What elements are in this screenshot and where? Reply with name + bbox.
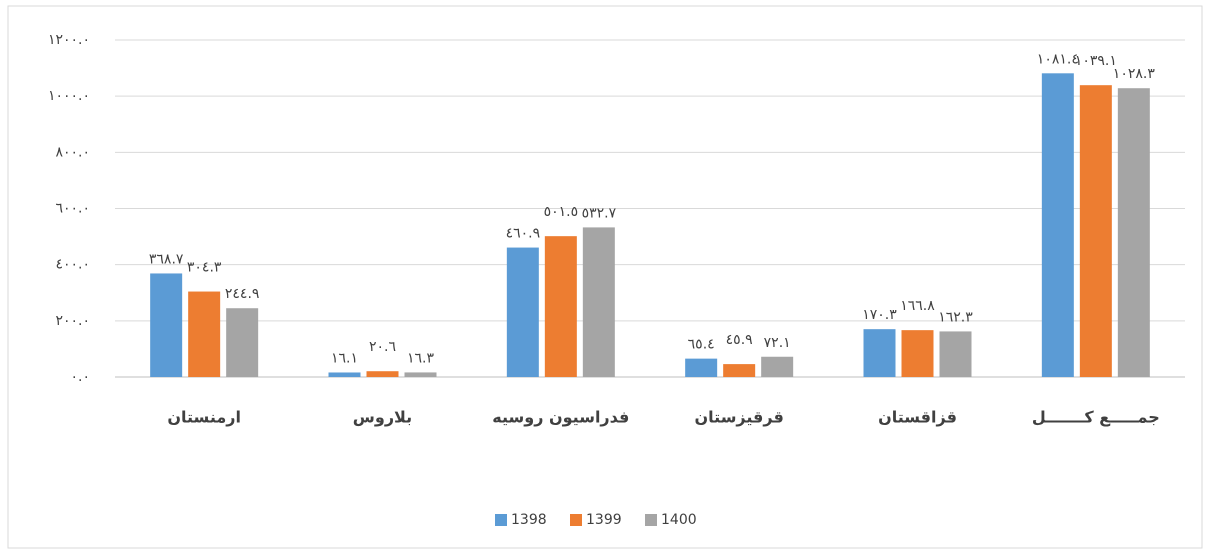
bar bbox=[150, 273, 183, 377]
bar bbox=[939, 331, 972, 377]
bar bbox=[685, 358, 718, 377]
value-label: ٥٣٢.٧ bbox=[582, 205, 617, 221]
y-tick-label: ٢٠٠.٠ bbox=[55, 313, 90, 329]
value-label: ٣٠٤.٣ bbox=[187, 260, 222, 276]
x-tick-label: بلاروس bbox=[353, 408, 412, 427]
value-label: ٢٤٤.٩ bbox=[225, 286, 260, 302]
legend-swatch bbox=[570, 514, 582, 526]
bar bbox=[863, 329, 896, 377]
bar bbox=[188, 291, 221, 377]
legend-label: 1400 bbox=[661, 512, 697, 528]
bar bbox=[506, 247, 539, 377]
x-tick-label: قرقیزستان bbox=[695, 408, 784, 427]
legend-swatch bbox=[645, 514, 657, 526]
y-tick-label: ١٠٠٠.٠ bbox=[48, 88, 90, 104]
value-label: ١٠٨١.٤ bbox=[1037, 51, 1079, 67]
y-tick-label: ٦٠٠.٠ bbox=[55, 201, 90, 217]
bar bbox=[723, 364, 756, 377]
value-label: ٧٢.١ bbox=[764, 335, 791, 351]
value-label: ٤٦٠.٩ bbox=[506, 226, 541, 242]
bar bbox=[544, 236, 577, 377]
bar bbox=[901, 330, 934, 377]
value-label: ٢٠.٦ bbox=[369, 339, 396, 355]
value-label: ٥٠١.٥ bbox=[544, 204, 579, 220]
value-label: ٣٦٨.٧ bbox=[149, 251, 184, 267]
x-tick-label: جمـــــع کـــــــل bbox=[1032, 408, 1160, 427]
bar bbox=[404, 372, 437, 377]
x-tick-label: فدراسیون روسیه bbox=[492, 408, 629, 427]
value-label: ١٠٢٨.٣ bbox=[1113, 66, 1156, 82]
value-label: ١٦٢.٣ bbox=[938, 309, 973, 325]
value-label: ١٠٣٩.١ bbox=[1075, 53, 1117, 69]
value-label: ٦٥.٤ bbox=[688, 337, 715, 353]
value-label: ١٦٦.٨ bbox=[900, 298, 935, 314]
value-label: ١٦.١ bbox=[331, 350, 358, 366]
value-label: ١٧٠.٣ bbox=[862, 307, 897, 323]
value-label: ٤٥.٩ bbox=[726, 332, 753, 348]
y-tick-label: ٨٠٠.٠ bbox=[55, 144, 90, 160]
bar bbox=[1117, 88, 1150, 377]
bar bbox=[582, 227, 615, 377]
x-tick-label: ارمنستان bbox=[167, 408, 241, 427]
value-label: ١٦.٣ bbox=[407, 350, 434, 366]
y-tick-label: ٠.٠ bbox=[71, 369, 91, 385]
legend-label: 1399 bbox=[586, 512, 622, 528]
y-tick-label: ١٢٠٠.٠ bbox=[48, 32, 90, 48]
x-tick-label: قزاقستان bbox=[878, 408, 957, 427]
bar bbox=[226, 308, 259, 377]
bar bbox=[761, 356, 794, 377]
bar bbox=[1079, 85, 1112, 377]
y-tick-label: ٤٠٠.٠ bbox=[55, 257, 90, 273]
legend-label: 1398 bbox=[511, 512, 547, 528]
bar bbox=[1041, 73, 1074, 378]
legend-swatch bbox=[495, 514, 507, 526]
bar bbox=[328, 372, 361, 377]
bar bbox=[366, 371, 399, 377]
